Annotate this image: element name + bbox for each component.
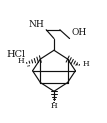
Text: HCl: HCl [6,50,26,59]
Text: ,,: ,, [75,58,79,66]
Text: NH: NH [28,20,44,29]
Text: H: H [82,60,89,68]
Text: ,,: ,, [27,59,31,67]
Text: H: H [51,102,57,110]
Text: OH: OH [71,28,87,37]
Text: H: H [17,57,24,66]
